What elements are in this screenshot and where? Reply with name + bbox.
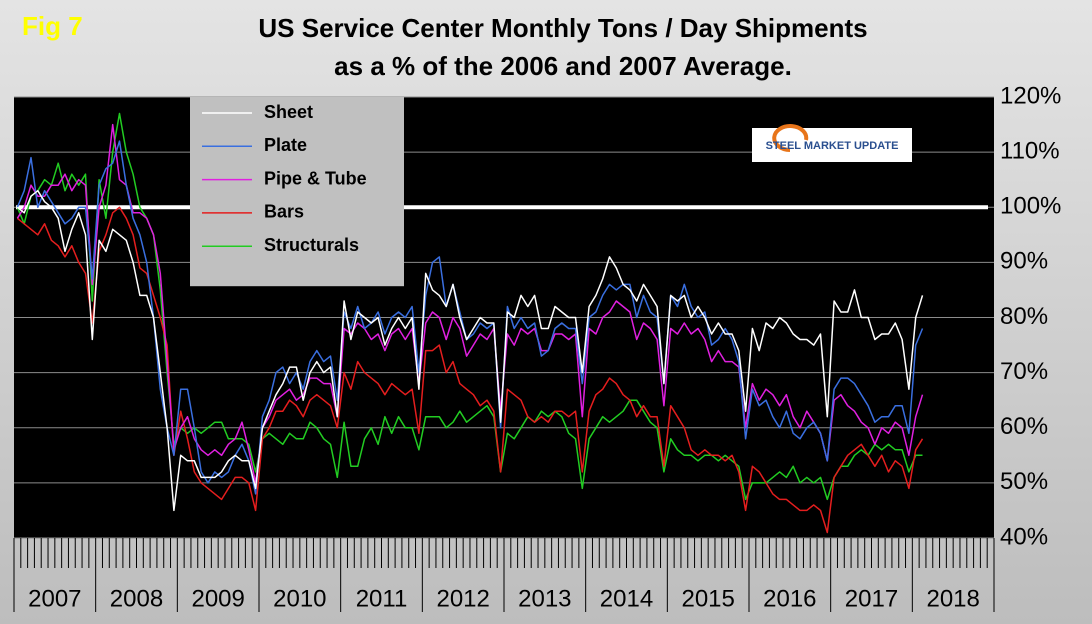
y-tick-label: 70% <box>1000 358 1048 385</box>
x-tick-label: 2007 <box>28 585 81 612</box>
legend-label: Plate <box>264 135 307 155</box>
x-tick-label: 2009 <box>191 585 244 612</box>
legend: Sheet Plate Pipe & Tube Bars Structurals <box>190 97 404 287</box>
y-tick-label: 50% <box>1000 468 1048 495</box>
x-tick-label: 2008 <box>110 585 163 612</box>
y-tick-label: 120% <box>1000 82 1061 109</box>
legend-label: Structurals <box>264 235 359 255</box>
x-tick-label: 2014 <box>600 585 653 612</box>
x-tick-label: 2015 <box>681 585 734 612</box>
chart-title: US Service Center Monthly Tons / Day Shi… <box>258 13 867 43</box>
series-line <box>16 140 924 495</box>
series-line <box>16 123 924 484</box>
x-tick-label: 2017 <box>845 585 898 612</box>
y-tick-label: 90% <box>1000 248 1048 275</box>
logo-text: STEEL MARKET UPDATE <box>766 140 899 152</box>
series-line <box>16 189 924 512</box>
chart-subtitle: as a % of the 2006 and 2007 Average. <box>334 51 792 81</box>
series-lines <box>16 112 924 534</box>
legend-label: Pipe & Tube <box>264 168 367 188</box>
legend-box <box>190 97 404 287</box>
legend-label: Bars <box>264 202 304 222</box>
x-tick-label: 2018 <box>926 585 979 612</box>
y-tick-label: 110% <box>1000 137 1060 164</box>
x-tick-label: 2012 <box>436 585 489 612</box>
logo-swoosh <box>772 124 809 152</box>
axes: 40% 50% 60% 70% 80% 90% 100% 110% 120% 2007 2008 20… <box>13 82 1061 612</box>
y-tick-label: 80% <box>1000 303 1048 330</box>
fig-label: Fig 7 <box>22 11 83 41</box>
x-tick-label: 2011 <box>356 585 408 612</box>
legend-label: Sheet <box>264 102 313 122</box>
y-tick-label: 100% <box>1000 193 1061 220</box>
y-tick-label: 60% <box>1000 413 1048 440</box>
series-line <box>16 206 924 534</box>
x-tick-label: 2016 <box>763 585 816 612</box>
x-tick-label: 2013 <box>518 585 571 612</box>
x-tick-label: 2010 <box>273 585 326 612</box>
y-tick-label: 40% <box>1000 523 1048 550</box>
